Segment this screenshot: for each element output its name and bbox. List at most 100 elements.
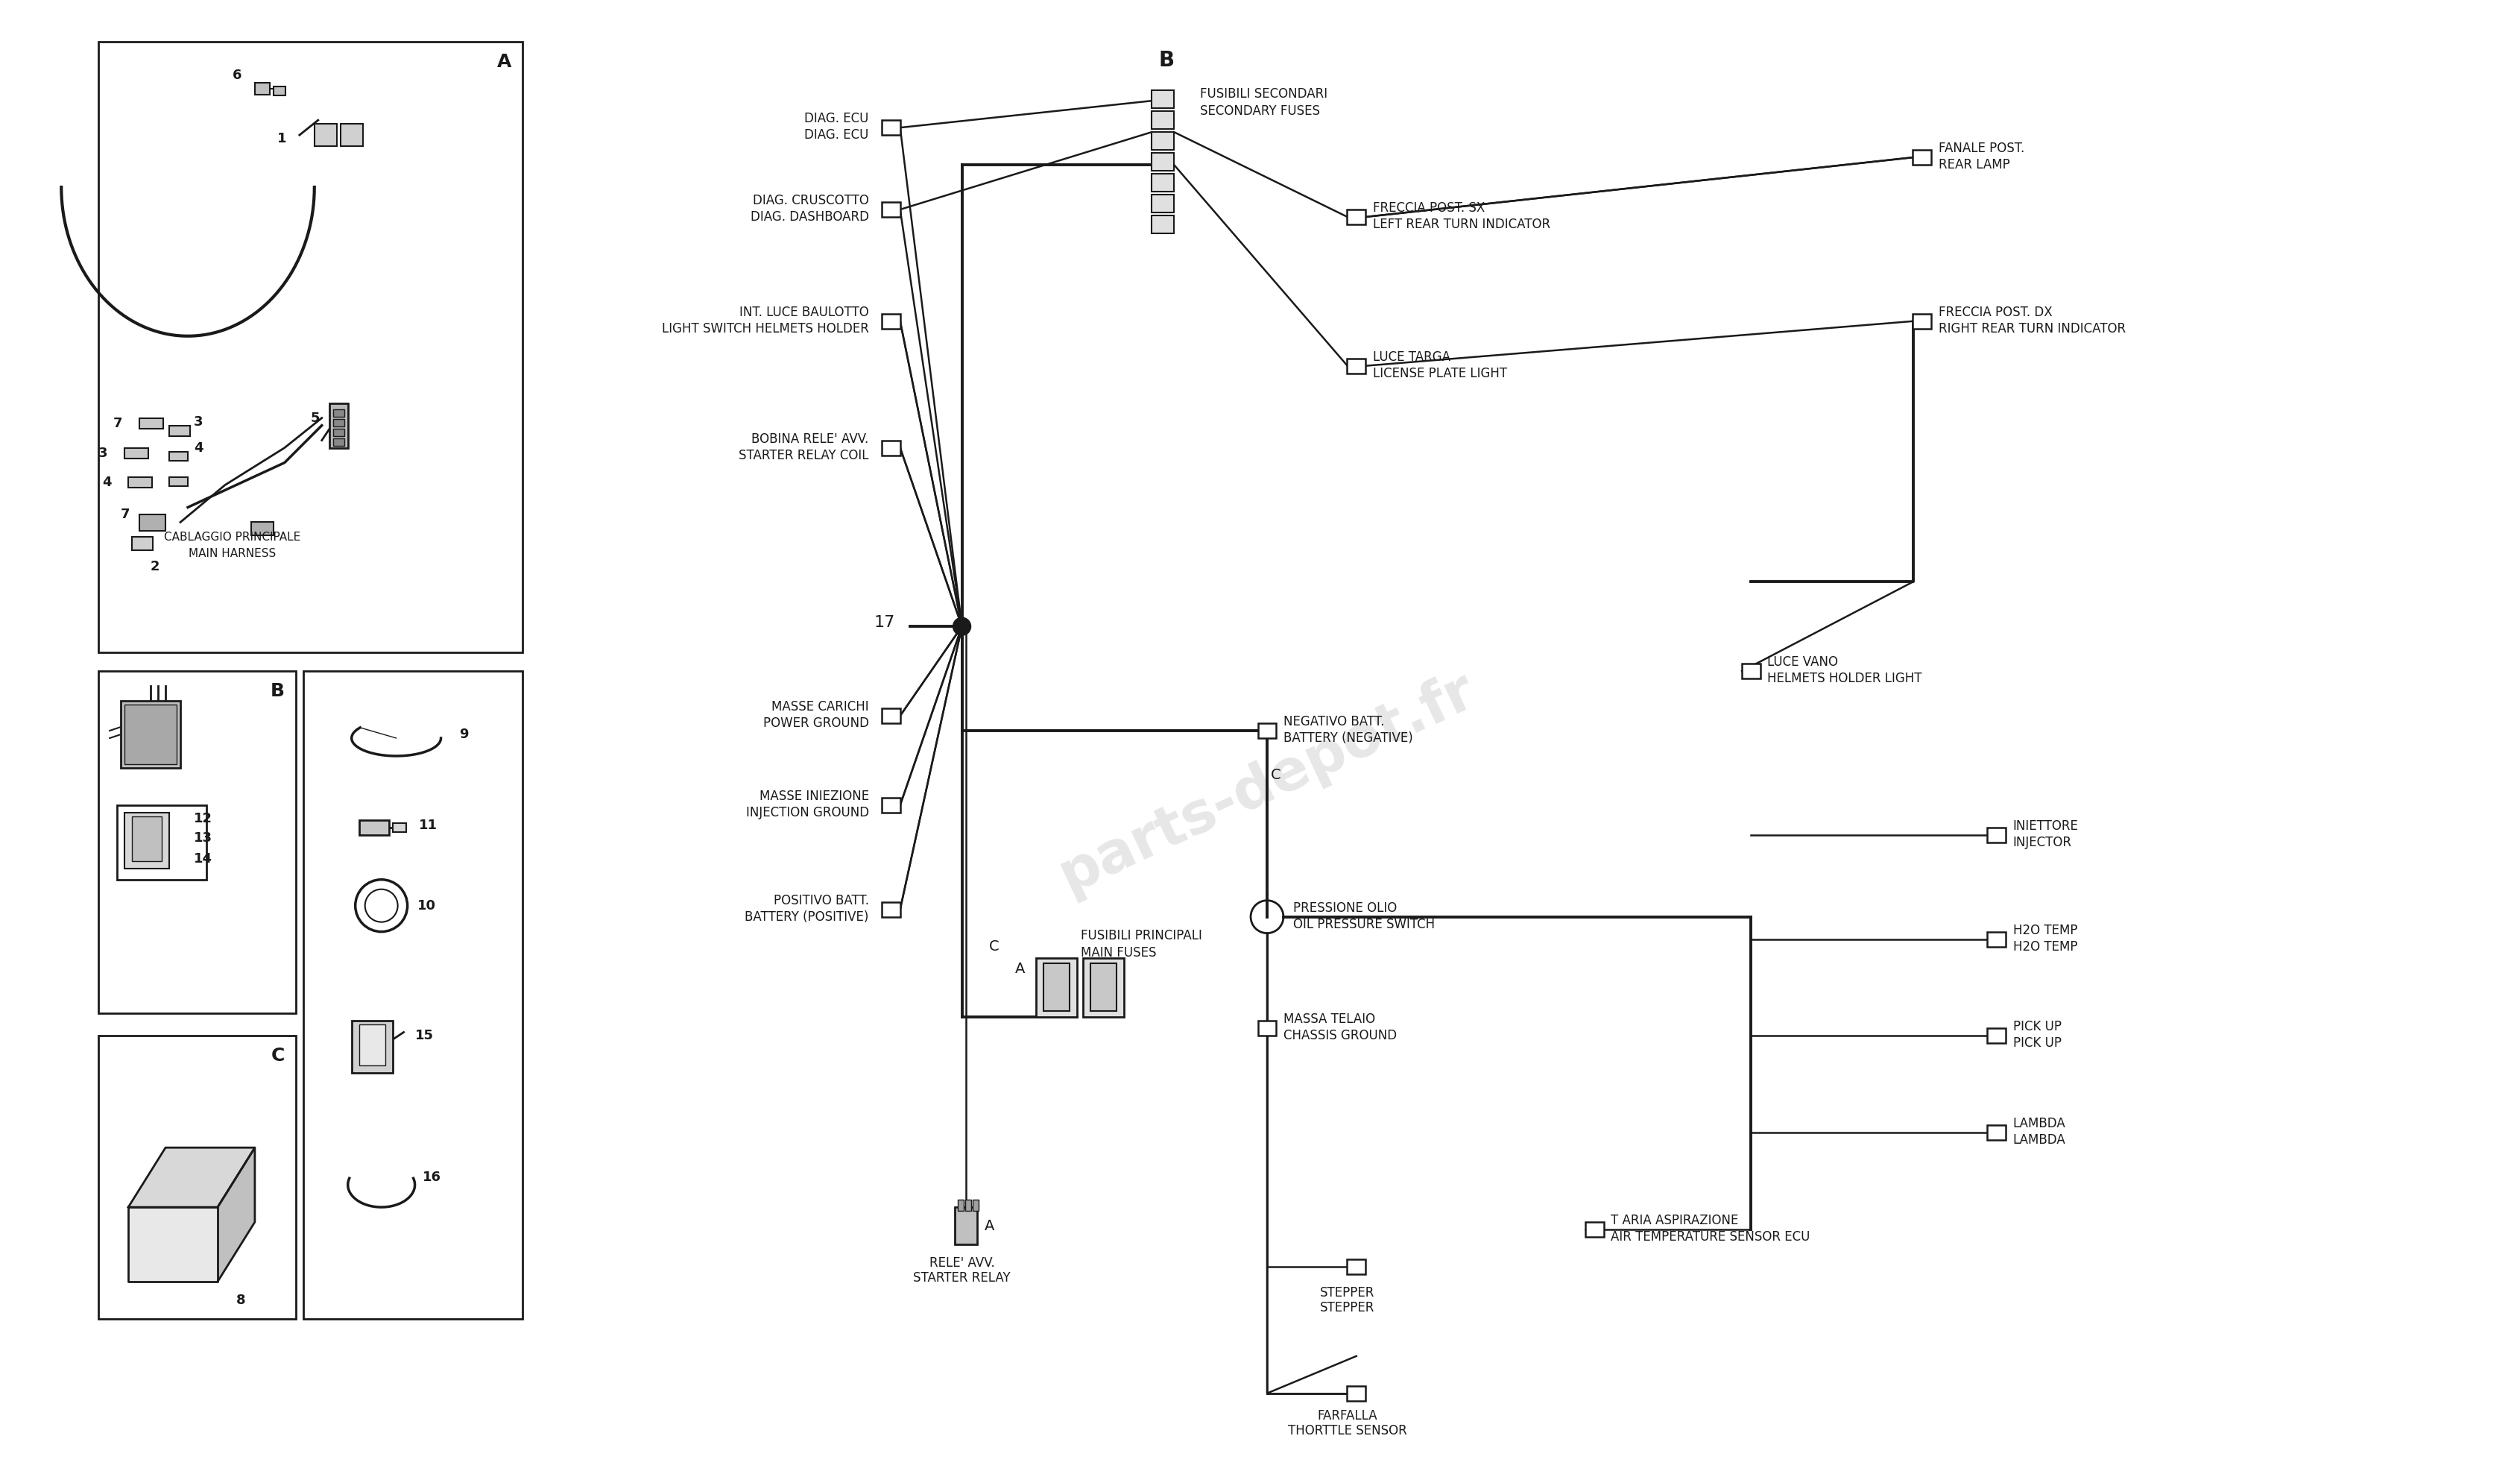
- Bar: [169, 426, 189, 436]
- Text: FUSIBILI PRINCIPALI: FUSIBILI PRINCIPALI: [1081, 929, 1202, 942]
- Text: T ARIA ASPIRAZIONE: T ARIA ASPIRAZIONE: [1610, 1215, 1739, 1228]
- Bar: [1348, 358, 1366, 373]
- Text: RIGHT REAR TURN INDICATOR: RIGHT REAR TURN INDICATOR: [1938, 321, 2124, 336]
- Text: DIAG. ECU: DIAG. ECU: [804, 112, 869, 125]
- Bar: [1091, 963, 1116, 1011]
- Bar: [98, 41, 522, 653]
- Bar: [1084, 958, 1124, 1017]
- Text: BATTERY (NEGATIVE): BATTERY (NEGATIVE): [1283, 731, 1414, 744]
- Bar: [252, 522, 275, 535]
- Text: SECONDARY FUSES: SECONDARY FUSES: [1200, 105, 1320, 118]
- Bar: [123, 448, 149, 458]
- Text: THORTTLE SENSOR: THORTTLE SENSOR: [1288, 1424, 1406, 1437]
- Text: LUCE VANO: LUCE VANO: [1767, 656, 1837, 669]
- Text: 8: 8: [237, 1294, 244, 1307]
- Text: PICK UP: PICK UP: [2013, 1036, 2061, 1049]
- Bar: [1348, 1259, 1366, 1274]
- Text: INIETTORE: INIETTORE: [2013, 820, 2079, 833]
- Bar: [333, 410, 345, 417]
- Bar: [1036, 958, 1076, 1017]
- Text: NEGATIVO BATT.: NEGATIVO BATT.: [1283, 715, 1383, 728]
- Text: LAMBDA: LAMBDA: [2013, 1117, 2066, 1131]
- Text: REAR LAMP: REAR LAMP: [1938, 158, 2011, 171]
- Bar: [1152, 174, 1174, 192]
- Polygon shape: [129, 1207, 217, 1281]
- Text: 15: 15: [416, 1029, 433, 1042]
- Text: LIGHT SWITCH HELMETS HOLDER: LIGHT SWITCH HELMETS HOLDER: [663, 321, 869, 336]
- Text: 7: 7: [113, 417, 123, 430]
- Circle shape: [365, 889, 398, 923]
- Text: H2O TEMP: H2O TEMP: [2013, 940, 2076, 954]
- Bar: [965, 1200, 970, 1212]
- Bar: [333, 419, 345, 426]
- Bar: [123, 812, 169, 868]
- Bar: [973, 1200, 978, 1212]
- Text: 12: 12: [194, 812, 212, 825]
- Text: DIAG. DASHBOARD: DIAG. DASHBOARD: [751, 211, 869, 224]
- Text: PRESSIONE OLIO: PRESSIONE OLIO: [1293, 901, 1396, 914]
- Bar: [129, 478, 151, 488]
- Polygon shape: [217, 1148, 255, 1281]
- Bar: [1348, 1386, 1366, 1400]
- Text: CABLAGGIO PRINCIPALE: CABLAGGIO PRINCIPALE: [164, 532, 300, 542]
- Text: 10: 10: [418, 899, 436, 912]
- Text: 14: 14: [194, 852, 212, 865]
- Bar: [1152, 111, 1174, 130]
- Text: B: B: [270, 682, 285, 700]
- Bar: [1913, 150, 1930, 165]
- Bar: [882, 441, 900, 455]
- Text: LAMBDA: LAMBDA: [2013, 1134, 2066, 1147]
- Text: 2: 2: [151, 560, 159, 573]
- Text: RELE' AVV.: RELE' AVV.: [930, 1256, 995, 1269]
- Text: MASSA TELAIO: MASSA TELAIO: [1283, 1013, 1376, 1026]
- Bar: [123, 705, 176, 764]
- Text: INT. LUCE BAULOTTO: INT. LUCE BAULOTTO: [738, 305, 869, 318]
- Text: 4: 4: [194, 441, 204, 454]
- Bar: [275, 87, 285, 96]
- Bar: [340, 124, 363, 146]
- Text: 11: 11: [418, 818, 436, 831]
- Text: MAIN HARNESS: MAIN HARNESS: [189, 548, 277, 559]
- Bar: [1152, 195, 1174, 212]
- Bar: [139, 514, 166, 531]
- Text: PICK UP: PICK UP: [2013, 1020, 2061, 1033]
- Text: B: B: [1159, 50, 1174, 71]
- Text: C: C: [988, 939, 998, 954]
- Bar: [1741, 663, 1759, 678]
- Text: POSITIVO BATT.: POSITIVO BATT.: [774, 893, 869, 907]
- Text: 1: 1: [277, 133, 287, 146]
- Bar: [116, 805, 207, 880]
- Bar: [315, 124, 338, 146]
- Text: 5: 5: [310, 411, 320, 425]
- Text: 6: 6: [232, 69, 242, 83]
- Text: DIAG. CRUSCOTTO: DIAG. CRUSCOTTO: [753, 195, 869, 208]
- Text: 9: 9: [459, 728, 469, 741]
- Bar: [1152, 215, 1174, 233]
- Text: STARTER RELAY: STARTER RELAY: [912, 1271, 1011, 1285]
- Bar: [958, 1200, 963, 1212]
- Text: AIR TEMPERATURE SENSOR ECU: AIR TEMPERATURE SENSOR ECU: [1610, 1231, 1809, 1244]
- Text: C: C: [1270, 768, 1280, 783]
- Text: 13: 13: [194, 831, 212, 845]
- Bar: [1257, 724, 1275, 738]
- Bar: [333, 438, 345, 445]
- Text: A: A: [1016, 963, 1026, 976]
- Bar: [121, 702, 181, 768]
- Text: 3: 3: [98, 447, 108, 460]
- Text: FUSIBILI SECONDARI: FUSIBILI SECONDARI: [1200, 87, 1328, 100]
- Bar: [1988, 932, 2006, 946]
- Text: 7: 7: [121, 509, 131, 522]
- Bar: [1043, 963, 1071, 1011]
- Text: parts-depot.fr: parts-depot.fr: [1051, 662, 1484, 904]
- Text: 4: 4: [103, 476, 111, 489]
- Bar: [333, 429, 345, 436]
- Bar: [139, 419, 164, 429]
- Bar: [1988, 1125, 2006, 1141]
- Text: MASSE INIEZIONE: MASSE INIEZIONE: [759, 790, 869, 803]
- Text: A: A: [985, 1219, 995, 1232]
- Text: FARFALLA: FARFALLA: [1318, 1409, 1378, 1422]
- Bar: [882, 314, 900, 329]
- Bar: [255, 83, 270, 94]
- Text: BOBINA RELE' AVV.: BOBINA RELE' AVV.: [751, 432, 869, 445]
- Text: INJECTION GROUND: INJECTION GROUND: [746, 806, 869, 820]
